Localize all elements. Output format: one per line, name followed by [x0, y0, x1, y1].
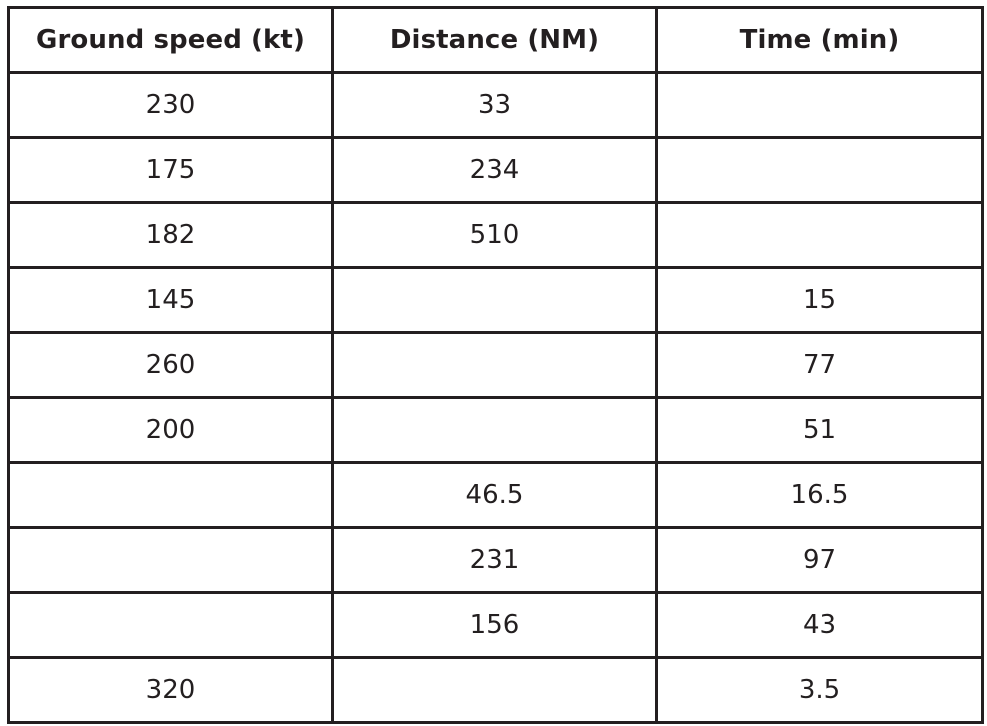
- table-row: 46.5 16.5: [7, 461, 984, 529]
- header-row: Ground speed (kt) Distance (NM) Time (mi…: [7, 6, 984, 74]
- cell-distance: 156: [331, 591, 658, 659]
- cell-ground-speed: 175: [7, 136, 334, 204]
- cell-distance: [331, 656, 658, 724]
- cell-ground-speed: [7, 461, 334, 529]
- table-row: 145 15: [7, 266, 984, 334]
- cell-distance: 33: [331, 71, 658, 139]
- header-time: Time (min): [655, 6, 984, 74]
- cell-distance: 234: [331, 136, 658, 204]
- cell-time: [655, 201, 984, 269]
- cell-time: 15: [655, 266, 984, 334]
- table-row: 156 43: [7, 591, 984, 659]
- cell-time: [655, 71, 984, 139]
- table-row: 231 97: [7, 526, 984, 594]
- speed-distance-time-table-container: Ground speed (kt) Distance (NM) Time (mi…: [7, 6, 984, 724]
- cell-ground-speed: 182: [7, 201, 334, 269]
- cell-ground-speed: 320: [7, 656, 334, 724]
- speed-distance-time-table: Ground speed (kt) Distance (NM) Time (mi…: [7, 6, 984, 724]
- cell-time: 16.5: [655, 461, 984, 529]
- cell-time: 51: [655, 396, 984, 464]
- cell-distance: 510: [331, 201, 658, 269]
- cell-time: 43: [655, 591, 984, 659]
- cell-time: [655, 136, 984, 204]
- cell-time: 97: [655, 526, 984, 594]
- cell-ground-speed: 230: [7, 71, 334, 139]
- cell-time: 77: [655, 331, 984, 399]
- cell-ground-speed: 145: [7, 266, 334, 334]
- cell-ground-speed: [7, 526, 334, 594]
- cell-distance: 231: [331, 526, 658, 594]
- cell-distance: [331, 396, 658, 464]
- cell-ground-speed: [7, 591, 334, 659]
- table-row: 175 234: [7, 136, 984, 204]
- table-row: 260 77: [7, 331, 984, 399]
- cell-distance: [331, 331, 658, 399]
- table-row: 200 51: [7, 396, 984, 464]
- header-ground-speed: Ground speed (kt): [7, 6, 334, 74]
- table-row: 230 33: [7, 71, 984, 139]
- cell-ground-speed: 260: [7, 331, 334, 399]
- cell-distance: 46.5: [331, 461, 658, 529]
- cell-time: 3.5: [655, 656, 984, 724]
- table-row: 182 510: [7, 201, 984, 269]
- header-distance: Distance (NM): [331, 6, 658, 74]
- cell-distance: [331, 266, 658, 334]
- cell-ground-speed: 200: [7, 396, 334, 464]
- table-row: 320 3.5: [7, 656, 984, 724]
